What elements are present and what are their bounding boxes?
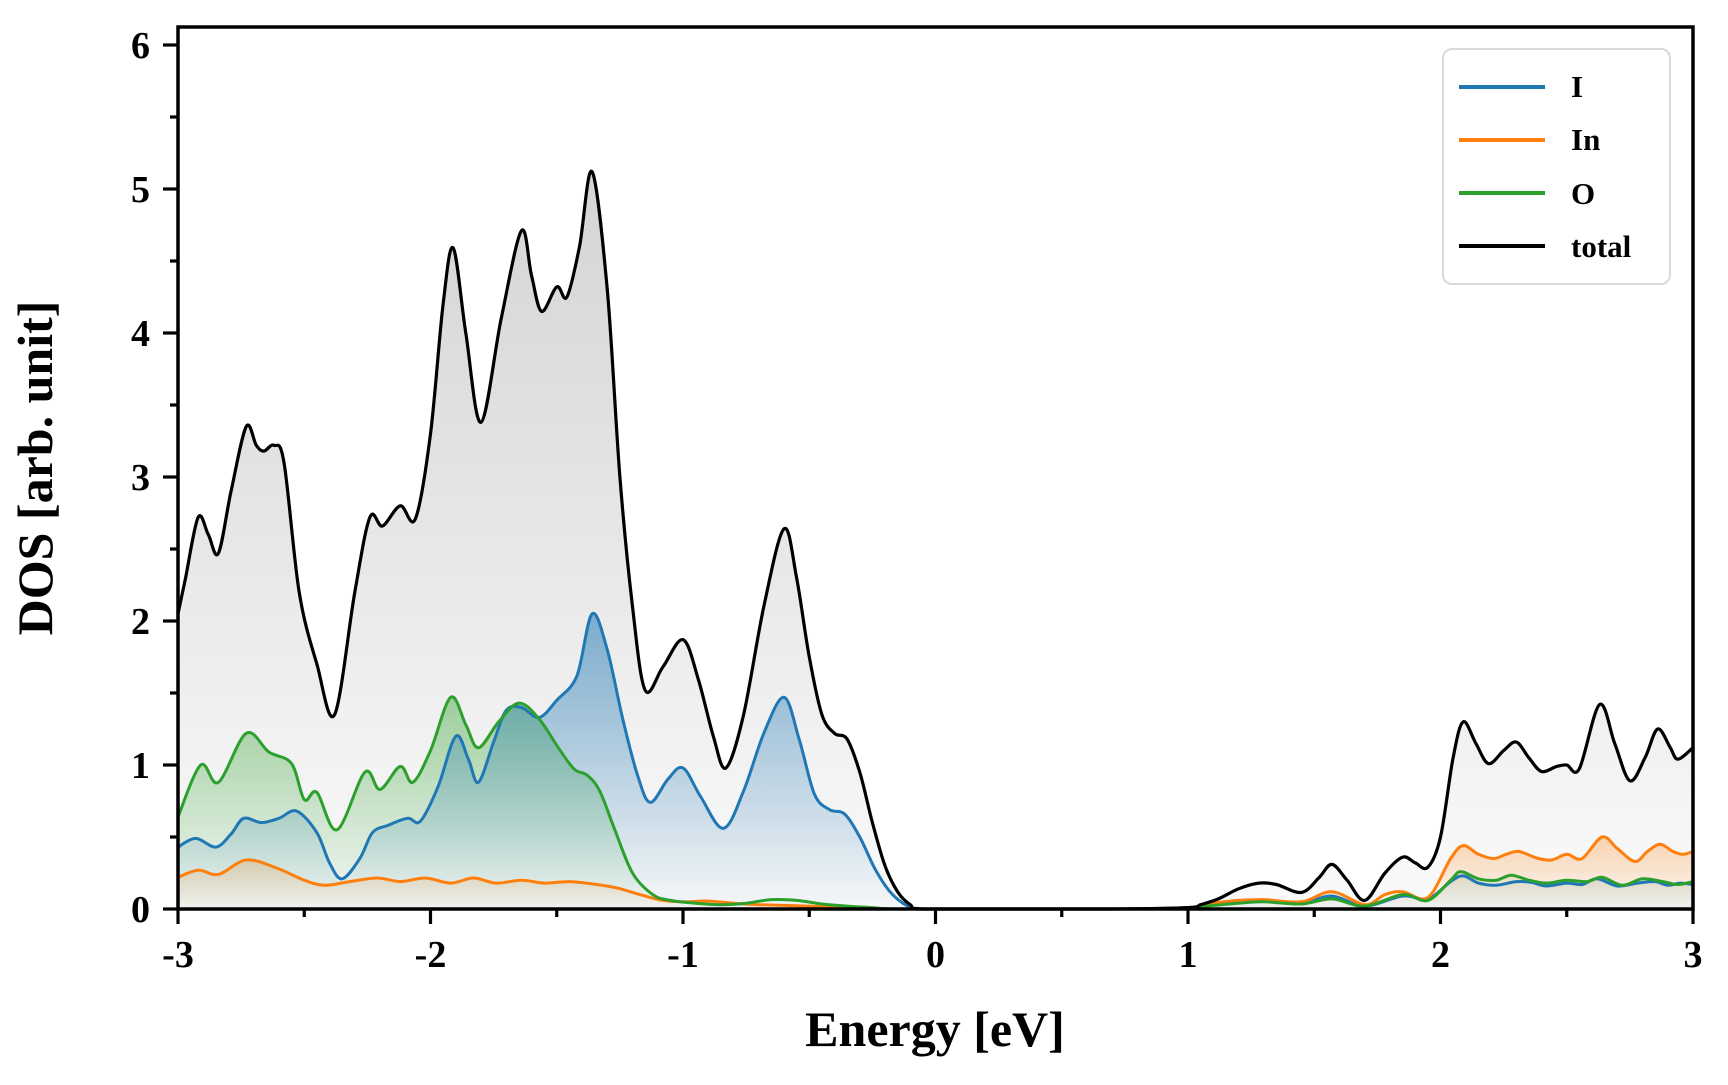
legend-label-o: O	[1571, 175, 1596, 211]
legend-item-i[interactable]: I	[1444, 71, 1669, 102]
y-tick-label: 1	[131, 745, 150, 787]
legend-label-i: I	[1571, 69, 1584, 105]
axes	[163, 25, 1695, 924]
legend-line-total-icon	[1459, 244, 1545, 249]
legend-label-in: In	[1571, 122, 1601, 158]
legend-item-o[interactable]: O	[1444, 178, 1669, 209]
y-tick-label: 5	[131, 169, 150, 211]
y-tick-label: 4	[131, 313, 150, 355]
series-lines	[176, 169, 1695, 911]
y-axis-label: DOS [arb. unit]	[7, 301, 63, 636]
legend-item-in[interactable]: In	[1444, 124, 1669, 155]
x-tick-label: 1	[1179, 934, 1198, 976]
legend-line-o-icon	[1459, 191, 1545, 196]
series-line-I[interactable]	[176, 611, 1695, 911]
x-tick-label: 2	[1431, 934, 1450, 976]
series-line-O[interactable]	[176, 695, 1695, 911]
x-axis-label: Energy [eV]	[805, 1001, 1065, 1057]
legend-line-in-icon	[1459, 137, 1545, 142]
legend-item-total[interactable]: total	[1444, 231, 1669, 262]
y-tick-label: 2	[131, 601, 150, 643]
x-tick-label: 0	[926, 934, 945, 976]
tick-labels: -3 -2 -1 0 1 2 3 0 1 2 3 4 5 6	[131, 25, 1703, 976]
legend-label-total: total	[1571, 228, 1632, 264]
x-tick-label: -2	[415, 934, 447, 976]
legend-line-i-icon	[1459, 84, 1545, 89]
x-tick-label: -3	[162, 934, 194, 976]
legend: I In O total	[1442, 48, 1671, 285]
series-area-I	[178, 613, 1693, 909]
x-tick-label: -1	[667, 934, 699, 976]
y-tick-label: 6	[131, 25, 150, 67]
y-tick-label: 3	[131, 457, 150, 499]
y-tick-label: 0	[131, 889, 150, 931]
series-area-In	[178, 836, 1693, 909]
series-fill-areas	[178, 171, 1693, 910]
series-line-total[interactable]	[176, 169, 1695, 911]
x-tick-label: 3	[1684, 934, 1703, 976]
